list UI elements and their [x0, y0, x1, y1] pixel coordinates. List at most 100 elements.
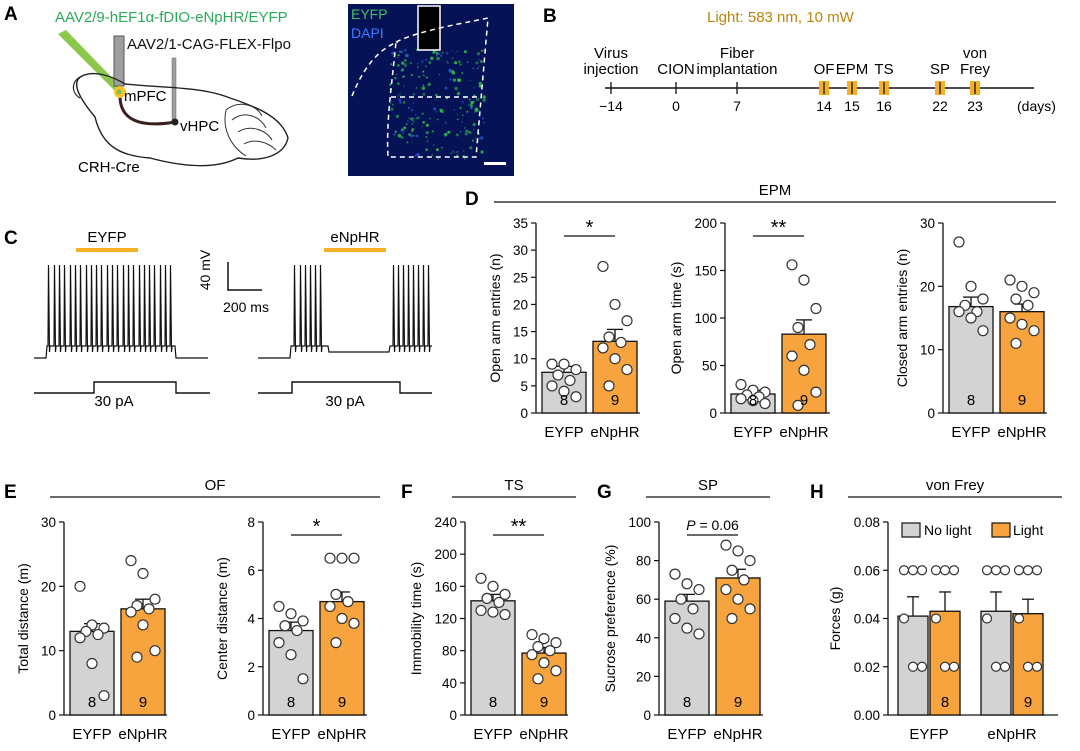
fiber-track	[417, 5, 441, 51]
bar-chart-e1: 0 10 20 30 Total distance (m) 8 EYFP 9 eNpHR	[15, 515, 168, 743]
data-point	[965, 280, 977, 292]
cell-speck	[454, 61, 458, 65]
data-point	[125, 554, 137, 567]
cell-speck	[422, 84, 425, 87]
y-tick-label: 5	[520, 379, 528, 394]
y-tick-label: 120	[434, 612, 457, 627]
y-tick-label: 30	[513, 243, 528, 258]
bar-chart-d2: 0 50 100 150 200 Open arm time (s) 8 EYFP 9 eNpHR…	[668, 216, 830, 441]
data-point	[948, 661, 960, 672]
data-point	[532, 641, 544, 653]
cell-speck	[474, 111, 476, 114]
timeline-event-label: CION	[657, 61, 695, 78]
cell-speck	[459, 130, 462, 133]
y-tick-label: 10	[41, 644, 56, 659]
y-tick-label: 20	[513, 297, 528, 312]
timeline-event-label: von	[963, 45, 987, 62]
data-point	[744, 554, 756, 567]
data-point	[149, 593, 161, 605]
data-point	[597, 260, 609, 273]
cell-speck	[463, 50, 467, 54]
data-point	[732, 593, 744, 605]
cell-speck	[435, 99, 437, 101]
cell-speck	[464, 132, 468, 136]
n-label: 9	[1018, 392, 1026, 409]
data-point	[348, 552, 360, 564]
significance-label: *	[586, 217, 594, 239]
data-point	[570, 391, 582, 403]
scale-voltage-label: 40 mV	[197, 249, 213, 290]
y-tick-label: 10	[920, 343, 935, 358]
y-tick-label: 20	[920, 279, 935, 294]
data-point	[487, 606, 499, 618]
cell-speck	[399, 101, 402, 104]
x-category-label: eNpHR	[590, 424, 639, 441]
x-category-label: EYFP	[909, 726, 948, 743]
cell-speck	[469, 104, 473, 108]
panel-letter-f: F	[401, 482, 413, 503]
cell-speck	[418, 117, 421, 119]
cell-speck	[411, 140, 413, 143]
n-label: 8	[287, 694, 295, 711]
n-label: 9	[540, 694, 548, 711]
trace-label-eyfp: EYFP	[87, 229, 126, 246]
y-tick-label: 30	[920, 216, 935, 231]
cell-speck	[421, 86, 426, 90]
y-tick-label: 6	[247, 563, 255, 578]
mouse-line-label: CRH-Cre	[78, 159, 140, 176]
vhpc-site	[171, 118, 179, 126]
n-label: 8	[749, 392, 757, 409]
header-epm: EPM	[759, 182, 792, 199]
cell-speck	[465, 130, 467, 132]
y-tick-label: 0	[643, 708, 651, 723]
bar-chart-d3: 0 10 20 30 Closed arm entries (n) 8 EYFP 9 eNpHR	[894, 216, 1047, 441]
cell-speck	[397, 56, 399, 59]
bar	[715, 577, 761, 716]
cell-speck	[396, 73, 398, 76]
cell-speck	[469, 80, 471, 82]
data-point	[907, 661, 919, 672]
cell-speck	[441, 51, 444, 54]
cell-speck	[440, 54, 443, 57]
data-point	[720, 583, 732, 596]
y-axis-label: Center distance (m)	[214, 557, 230, 680]
cell-speck	[397, 134, 402, 138]
data-point	[493, 596, 505, 609]
significance-label: P = 0.06	[686, 517, 739, 533]
y-tick-label: 0	[520, 406, 528, 421]
cell-speck	[436, 148, 439, 152]
data-point	[330, 588, 342, 600]
cell-speck	[454, 86, 458, 91]
cell-speck	[456, 150, 459, 154]
data-point	[552, 369, 564, 381]
data-point	[738, 574, 750, 586]
data-point	[810, 386, 822, 398]
data-point	[92, 628, 104, 641]
data-point	[669, 568, 681, 580]
y-tick-label: 100	[694, 311, 717, 326]
cell-speck	[469, 146, 473, 150]
data-point	[615, 336, 627, 349]
data-point	[550, 665, 562, 677]
timeline-event-label: EPM	[836, 61, 869, 78]
data-point	[681, 578, 693, 590]
n-label: 8	[683, 694, 691, 711]
panel-a: A AAV2/9-hEF1α-fDIO-eNpHR/EYFP AAV2/1-CA…	[4, 4, 514, 176]
data-point	[687, 603, 699, 615]
data-point	[720, 539, 732, 551]
x-category-label: EYFP	[733, 424, 772, 441]
data-point	[499, 588, 511, 600]
data-point	[558, 358, 570, 370]
y-tick-label: 100	[628, 515, 651, 530]
cell-speck	[411, 123, 414, 125]
cell-speck	[478, 58, 481, 61]
cell-speck	[425, 76, 428, 79]
timeline-day-label: 0	[672, 98, 680, 114]
cell-speck	[395, 114, 399, 118]
data-point	[798, 274, 810, 286]
data-point	[125, 606, 137, 618]
data-point	[965, 312, 977, 324]
y-axis-label: Open arm entries (n)	[487, 253, 503, 382]
significance-label: *	[313, 516, 321, 538]
